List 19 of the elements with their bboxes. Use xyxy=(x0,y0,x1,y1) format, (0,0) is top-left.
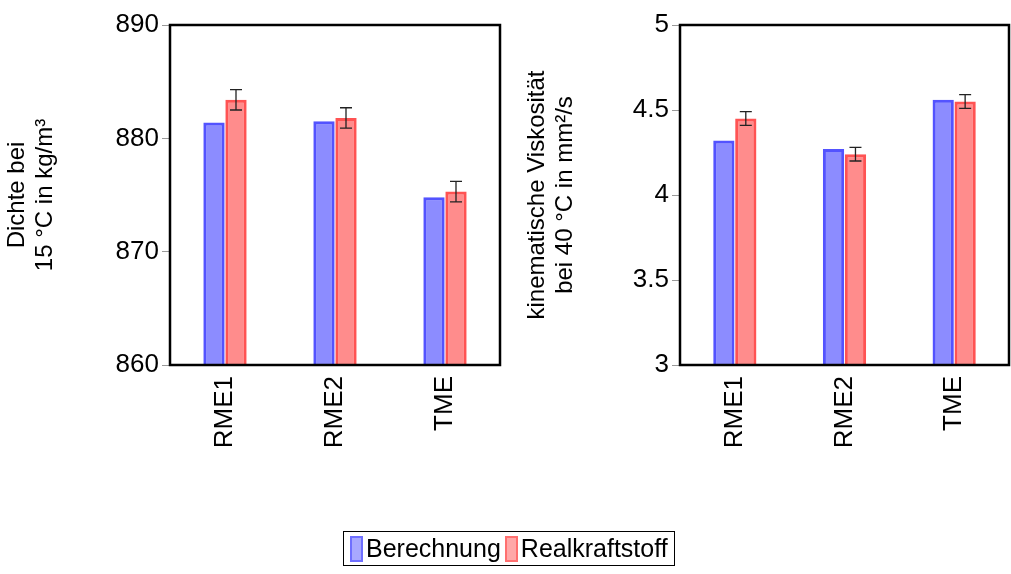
x-tick-label: TME xyxy=(428,376,459,431)
y-axis-title: kinematische Viskosität bei 40 °C in mm²/s xyxy=(522,70,578,320)
x-tick-label: RME2 xyxy=(318,376,349,449)
x-tick-label: TME xyxy=(937,376,968,431)
y-tick-label: 870 xyxy=(115,234,159,265)
x-tick-label: RME2 xyxy=(827,376,858,449)
y-tick-label: 880 xyxy=(115,121,159,152)
y-tick-label: 4.5 xyxy=(632,93,669,124)
y-tick-label: 860 xyxy=(115,348,159,379)
legend-label: Realkraftstoff xyxy=(520,534,668,563)
x-tick-label: RME1 xyxy=(718,376,749,449)
y-tick-label: 3 xyxy=(654,348,669,379)
y-tick-label: 4 xyxy=(654,178,669,209)
y-tick-label: 5 xyxy=(654,8,669,39)
y-tick-label: 3.5 xyxy=(632,263,669,294)
x-tick-label: RME1 xyxy=(208,376,239,449)
y-tick-label: 890 xyxy=(115,8,159,39)
y-axis-title: Dichte bei 15 °C in kg/m³ xyxy=(2,118,58,272)
legend-label: Berechnung xyxy=(366,534,501,563)
